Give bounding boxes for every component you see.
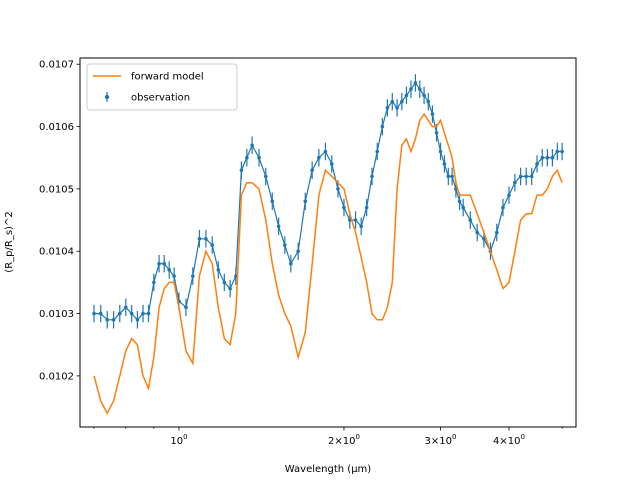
observation-point [560,149,564,154]
legend: forward model observation [86,63,238,111]
legend-entry-label: forward model [131,72,204,83]
observation-line [94,81,563,321]
x-tick-label: 2×100 [328,433,360,447]
legend-entry-label: observation [131,93,190,104]
y-tick-label: 0.0103 [39,309,74,320]
forward-model-line [93,112,563,415]
x-tick-label: 100 [170,433,187,447]
y-tick-label: 0.0106 [39,122,74,133]
observation-series [92,74,564,329]
x-tick-label: 4×100 [493,433,525,447]
axes-frame [79,57,577,428]
x-tick-label: 3×100 [425,433,457,447]
axes-ticks: 0.0102 0.0103 0.0104 0.0105 0.0106 0.0107 100 2… [39,60,563,447]
plot-area [92,74,564,415]
legend-observation-marker [104,94,110,100]
legend-box [86,63,238,111]
x-axis-label: Wavelength (μm) [285,464,372,475]
y-tick-label: 0.0105 [39,184,74,195]
y-tick-label: 0.0102 [39,371,74,382]
y-tick-label: 0.0107 [39,60,74,71]
y-axis-label: (R_p/R_s)^2 [4,211,15,272]
y-tick-label: 0.0104 [39,247,74,258]
